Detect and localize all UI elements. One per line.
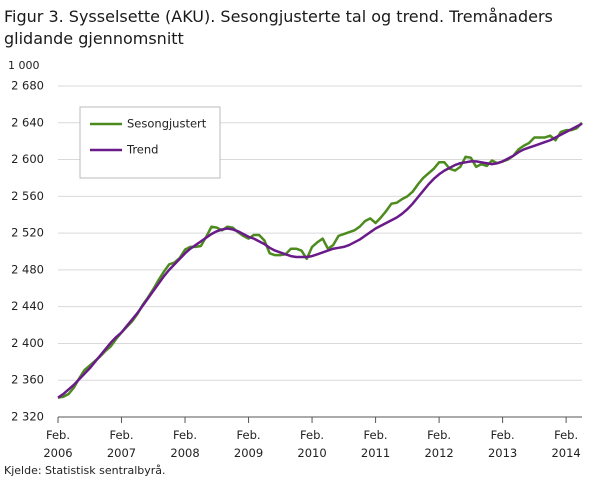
x-tick-label: Feb. 2009	[233, 428, 264, 460]
legend-label: Trend	[126, 143, 158, 157]
x-tick-label: Feb. 2013	[487, 428, 518, 460]
y-tick-label: 2 600	[11, 152, 44, 166]
x-tick-label: Feb. 2011	[360, 428, 391, 460]
x-tick-label: Feb. 2007	[106, 428, 137, 460]
source: Kjelde: Statistisk sentralbyrå.	[4, 464, 166, 477]
y-tick-label: 2 560	[11, 189, 44, 203]
legend-label: Sesongjustert	[127, 117, 207, 131]
legend-box	[79, 106, 221, 179]
y-tick-label: 2 320	[11, 410, 44, 424]
x-tick-label: Feb. 2012	[424, 428, 454, 460]
chart-title: Figur 3. Sysselsette (AKU). Sesongjuster…	[4, 7, 553, 48]
unit-label: 1 000	[8, 59, 40, 72]
y-tick-label: 2 400	[11, 336, 44, 350]
x-tick-label: Feb. 2006	[43, 428, 73, 460]
series-line	[57, 122, 583, 399]
x-tick-label: Feb. 2008	[170, 428, 200, 460]
x-tick-label: Feb. 2010	[297, 428, 327, 460]
y-tick-label: 2 360	[11, 373, 44, 387]
y-tick-label: 2 440	[11, 299, 44, 313]
x-tick-label: Feb. 2014	[551, 428, 581, 460]
y-tick-label: 2 520	[11, 226, 44, 240]
y-tick-label: 2 680	[11, 79, 44, 93]
y-tick-label: 2 480	[11, 262, 44, 276]
y-tick-label: 2 640	[11, 115, 44, 129]
